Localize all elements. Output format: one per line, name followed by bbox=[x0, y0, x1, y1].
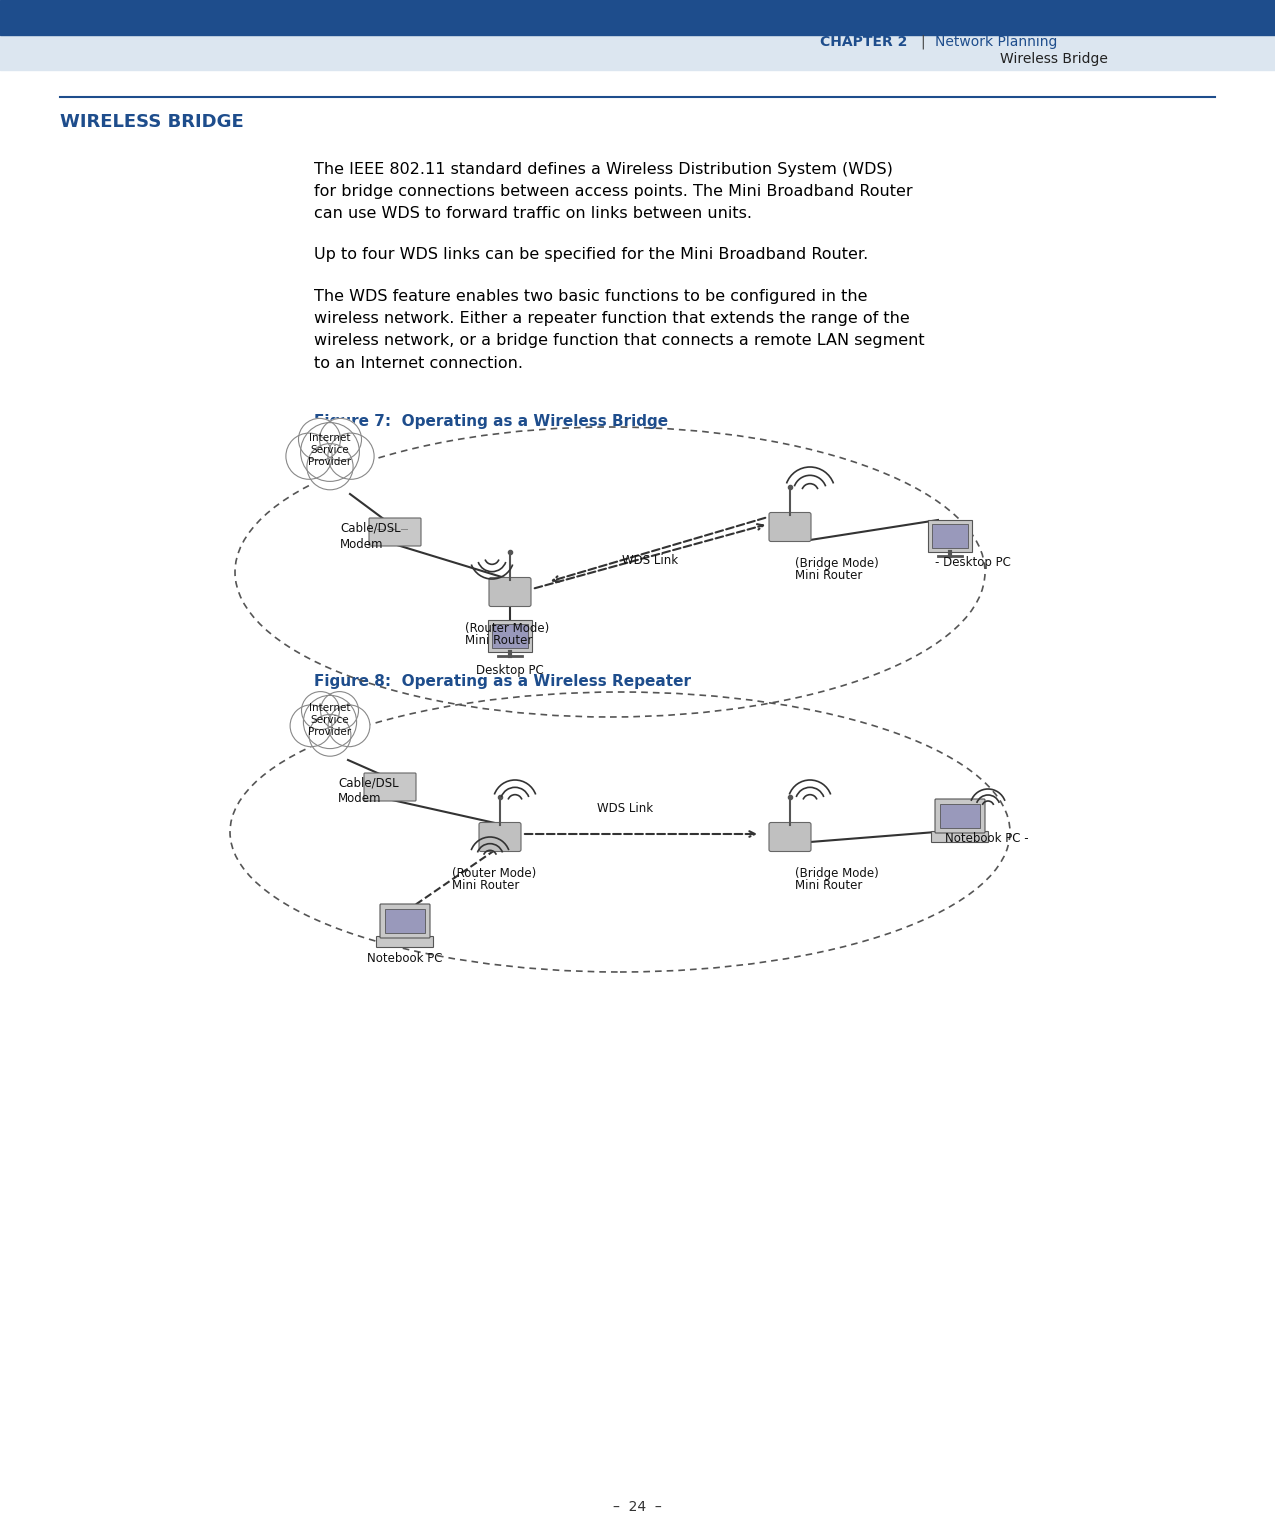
Circle shape bbox=[328, 434, 374, 480]
FancyBboxPatch shape bbox=[490, 578, 530, 607]
Text: WDS Link: WDS Link bbox=[622, 555, 678, 567]
Circle shape bbox=[298, 418, 340, 461]
FancyBboxPatch shape bbox=[376, 936, 434, 947]
Circle shape bbox=[307, 444, 353, 490]
Circle shape bbox=[320, 691, 358, 729]
Bar bbox=[492, 624, 528, 648]
FancyBboxPatch shape bbox=[769, 513, 811, 541]
Text: Cable/DSL
Modem: Cable/DSL Modem bbox=[338, 777, 399, 806]
Text: Mini Router: Mini Router bbox=[796, 879, 862, 892]
Bar bbox=[0, 0, 1275, 35]
FancyBboxPatch shape bbox=[380, 904, 430, 938]
Text: (Router Mode): (Router Mode) bbox=[453, 867, 537, 879]
Text: (Bridge Mode): (Bridge Mode) bbox=[796, 867, 878, 879]
Bar bbox=[0, 35, 1275, 70]
Circle shape bbox=[291, 705, 332, 746]
FancyBboxPatch shape bbox=[479, 823, 521, 852]
Text: CHAPTER 2: CHAPTER 2 bbox=[820, 35, 908, 49]
Text: Wireless Bridge: Wireless Bridge bbox=[1000, 52, 1108, 66]
Bar bbox=[940, 804, 980, 827]
Bar bbox=[488, 620, 532, 653]
Circle shape bbox=[328, 705, 370, 746]
FancyBboxPatch shape bbox=[769, 823, 811, 852]
FancyBboxPatch shape bbox=[932, 832, 988, 843]
Text: Figure 7:  Operating as a Wireless Bridge: Figure 7: Operating as a Wireless Bridge bbox=[314, 414, 668, 429]
Text: Notebook PC: Notebook PC bbox=[367, 951, 442, 965]
Circle shape bbox=[309, 714, 351, 757]
FancyBboxPatch shape bbox=[935, 800, 986, 833]
Text: –  24  –: – 24 – bbox=[612, 1500, 662, 1514]
Text: WDS Link: WDS Link bbox=[597, 801, 653, 815]
Text: Network Planning: Network Planning bbox=[935, 35, 1057, 49]
FancyBboxPatch shape bbox=[363, 774, 416, 801]
Text: The WDS feature enables two basic functions to be configured in the
wireless net: The WDS feature enables two basic functi… bbox=[314, 290, 924, 371]
Circle shape bbox=[301, 423, 360, 481]
Text: - Desktop PC: - Desktop PC bbox=[935, 556, 1011, 568]
Text: Cable/DSL
Modem: Cable/DSL Modem bbox=[340, 521, 400, 550]
Text: WIRELESS BRIDGE: WIRELESS BRIDGE bbox=[60, 113, 244, 132]
Circle shape bbox=[286, 434, 332, 480]
Bar bbox=[385, 908, 425, 933]
Text: Desktop PC: Desktop PC bbox=[476, 663, 544, 677]
FancyBboxPatch shape bbox=[368, 518, 421, 545]
Text: |: | bbox=[921, 35, 924, 49]
Text: Up to four WDS links can be specified for the Mini Broadband Router.: Up to four WDS links can be specified fo… bbox=[314, 247, 868, 262]
Text: Internet
Service
Provider: Internet Service Provider bbox=[309, 432, 352, 467]
Text: The IEEE 802.11 standard defines a Wireless Distribution System (WDS)
for bridge: The IEEE 802.11 standard defines a Wirel… bbox=[314, 162, 913, 222]
Bar bbox=[928, 519, 972, 552]
Circle shape bbox=[320, 418, 362, 461]
Text: Mini Router: Mini Router bbox=[465, 634, 533, 647]
Text: Figure 8:  Operating as a Wireless Repeater: Figure 8: Operating as a Wireless Repeat… bbox=[314, 674, 691, 689]
Text: (Router Mode): (Router Mode) bbox=[465, 622, 550, 634]
Text: (Bridge Mode): (Bridge Mode) bbox=[796, 558, 878, 570]
Circle shape bbox=[301, 691, 339, 729]
Text: Notebook PC -: Notebook PC - bbox=[945, 832, 1029, 846]
Text: Mini Router: Mini Router bbox=[796, 568, 862, 582]
Text: Mini Router: Mini Router bbox=[453, 879, 519, 892]
Bar bbox=[932, 524, 968, 548]
Circle shape bbox=[303, 696, 357, 749]
Text: Internet
Service
Provider: Internet Service Provider bbox=[309, 703, 352, 737]
